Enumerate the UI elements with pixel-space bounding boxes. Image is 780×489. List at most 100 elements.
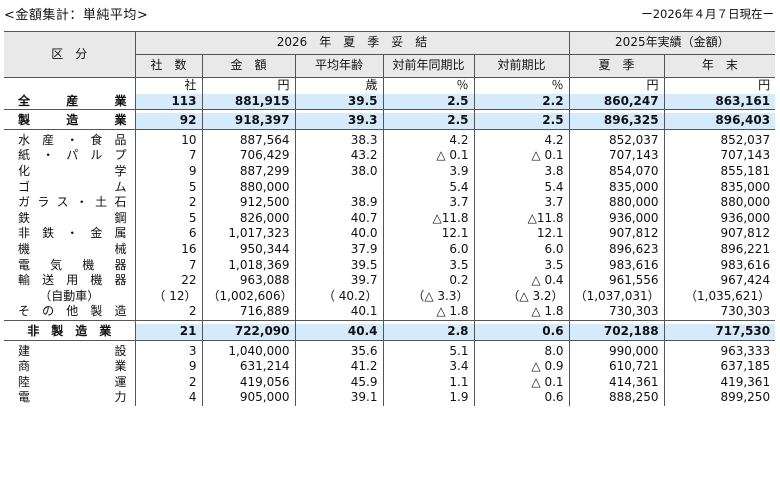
row-value: 990,000 (568, 343, 665, 360)
row-value: 983,616 (663, 257, 776, 274)
row-label: 建設 (18, 343, 127, 358)
row-value: 7 (134, 148, 202, 164)
col-header-yoy: 対前年同期比 (382, 54, 474, 78)
row-value: 881,915 (201, 93, 295, 110)
row-label: 水産・食品 (18, 132, 127, 147)
row-value: 637,185 (663, 359, 776, 375)
spacer-cell (382, 109, 474, 114)
row-value: 38.9 (294, 195, 383, 211)
row-other-manufacturing: その他製造 2 716,889 40.1 △ 1.8 △ 1.8 730,303 730,30… (4, 304, 776, 321)
unit-cell: ％ (382, 77, 474, 94)
row-value: 907,812 (568, 226, 665, 242)
row-nonmfg-detail: 建設 3 1,040,000 35.6 5.1 8.0 990,000 963,333 (4, 343, 776, 360)
category-header: 区 分 (4, 31, 135, 78)
row-value: 40.4 (294, 323, 383, 340)
row-value: 835,000 (663, 179, 776, 196)
spacer-cell (134, 109, 202, 114)
col-header-age: 平均年齢 (294, 54, 383, 78)
row-value: 6.0 (382, 241, 474, 258)
row-value: 860,247 (568, 93, 665, 110)
row-label: ゴム (18, 179, 127, 194)
row-value: 3.5 (473, 257, 570, 274)
row-value: 887,564 (201, 132, 295, 149)
spacer-cell (473, 320, 570, 324)
row-mfg-detail: 水産・食品 10 887,564 38.3 4.2 4.2 852,037 852,037 (4, 132, 776, 149)
unit-cell: ％ (473, 77, 570, 94)
spacer-cell (294, 129, 383, 133)
unit-cell: 円 (201, 77, 295, 94)
row-label: 非 製 造 業 (27, 323, 112, 338)
spacer-row (4, 340, 776, 344)
spacer-cell (382, 320, 474, 324)
row-value: 92 (134, 113, 202, 130)
row-value: 1,018,369 (201, 257, 295, 274)
unit-row: 社円歳％％円円 (4, 77, 776, 94)
row-value: 38.3 (294, 132, 383, 149)
row-value: 39.7 (294, 273, 383, 289)
row-label: その他製造 (18, 304, 127, 319)
row-value: 963,333 (663, 343, 776, 360)
row-value: 43.2 (294, 148, 383, 164)
unit-cell: 社 (134, 77, 202, 94)
row-label: 製 造 業 (18, 113, 127, 128)
row-label: ガラス・土石 (18, 195, 127, 210)
col-header-amount: 金 額 (201, 54, 295, 78)
row-value: 2 (134, 374, 202, 391)
row-non-manufacturing: 非 製 造 業 21 722,090 40.4 2.8 0.6 702,188 717,530 (4, 323, 776, 340)
row-value: 2 (134, 195, 202, 211)
spacer-cell (382, 129, 474, 133)
unit-cell: 円 (663, 77, 776, 94)
row-value: 0.2 (382, 273, 474, 289)
row-label: 非鉄・金属 (18, 226, 127, 241)
row-value: 730,303 (568, 304, 665, 321)
row-value: 5 (134, 179, 202, 196)
row-value: 936,000 (663, 210, 776, 227)
spacer-cell (568, 129, 665, 133)
row-value: 1.1 (382, 374, 474, 391)
row-value: 963,088 (201, 273, 295, 289)
row-value: 4.2 (473, 132, 570, 149)
row-value: 41.2 (294, 359, 383, 375)
row-value: 880,000 (201, 179, 295, 196)
row-value: 950,344 (201, 241, 295, 258)
row-label: 紙・パルプ (18, 148, 127, 163)
row-label: 全 産 業 (18, 93, 127, 108)
row-value: 35.6 (294, 343, 383, 360)
row-value: 967,424 (663, 273, 776, 289)
row-value: 983,616 (568, 257, 665, 274)
row-value: 835,000 (568, 179, 665, 196)
row-value: △ 1.8 (382, 304, 474, 321)
spacer-cell (201, 340, 295, 344)
header-row-2: 社 数 金 額 平均年齢 対前年同期比 対前期比 夏 季 年 末 (4, 54, 776, 78)
row-value: 1.9 (382, 390, 474, 406)
row-value: 3.9 (382, 163, 474, 180)
row-value: 39.5 (294, 93, 383, 110)
spacer-cell (568, 340, 665, 344)
row-value: 854,070 (568, 163, 665, 180)
row-value: 4 (134, 390, 202, 406)
header-row-1: 区 分 2026 年 夏 季 妥 結 2025年実績（金額） (4, 31, 776, 78)
group-header-2026: 2026 年 夏 季 妥 結 (134, 31, 570, 55)
row-value: 863,161 (663, 93, 776, 110)
row-value: 2.5 (382, 113, 474, 130)
spacer-cell (134, 129, 202, 133)
spacer-row (4, 109, 776, 114)
row-value: 2.8 (382, 323, 474, 340)
row-value: 8.0 (473, 343, 570, 360)
row-nonmfg-detail: 陸運 2 419,056 45.9 1.1 △ 0.1 414,361 419,361 (4, 374, 776, 391)
row-mfg-detail: 鉄鋼 5 826,000 40.7 △11.8 △11.8 936,000 936,000 (4, 210, 776, 227)
row-value: 4.2 (382, 132, 474, 149)
row-value: 10 (134, 132, 202, 149)
row-nonmfg-detail: 電力 4 905,000 39.1 1.9 0.6 888,250 899,250 (4, 390, 776, 406)
row-value: （1,035,621） (663, 288, 776, 305)
row-value: 3.8 (473, 163, 570, 180)
row-mfg-detail: 輸送用機器 22 963,088 39.7 0.2 △ 0.4 961,556 967,424 (4, 273, 776, 289)
col-header-yearend: 年 末 (663, 54, 776, 78)
row-value: 826,000 (201, 210, 295, 227)
spacer-cell (473, 129, 570, 133)
row-value: （△ 3.2） (473, 288, 570, 305)
spacer-cell (294, 109, 383, 114)
row-value (294, 179, 383, 196)
row-value: 852,037 (663, 132, 776, 149)
row-value: 419,361 (663, 374, 776, 391)
